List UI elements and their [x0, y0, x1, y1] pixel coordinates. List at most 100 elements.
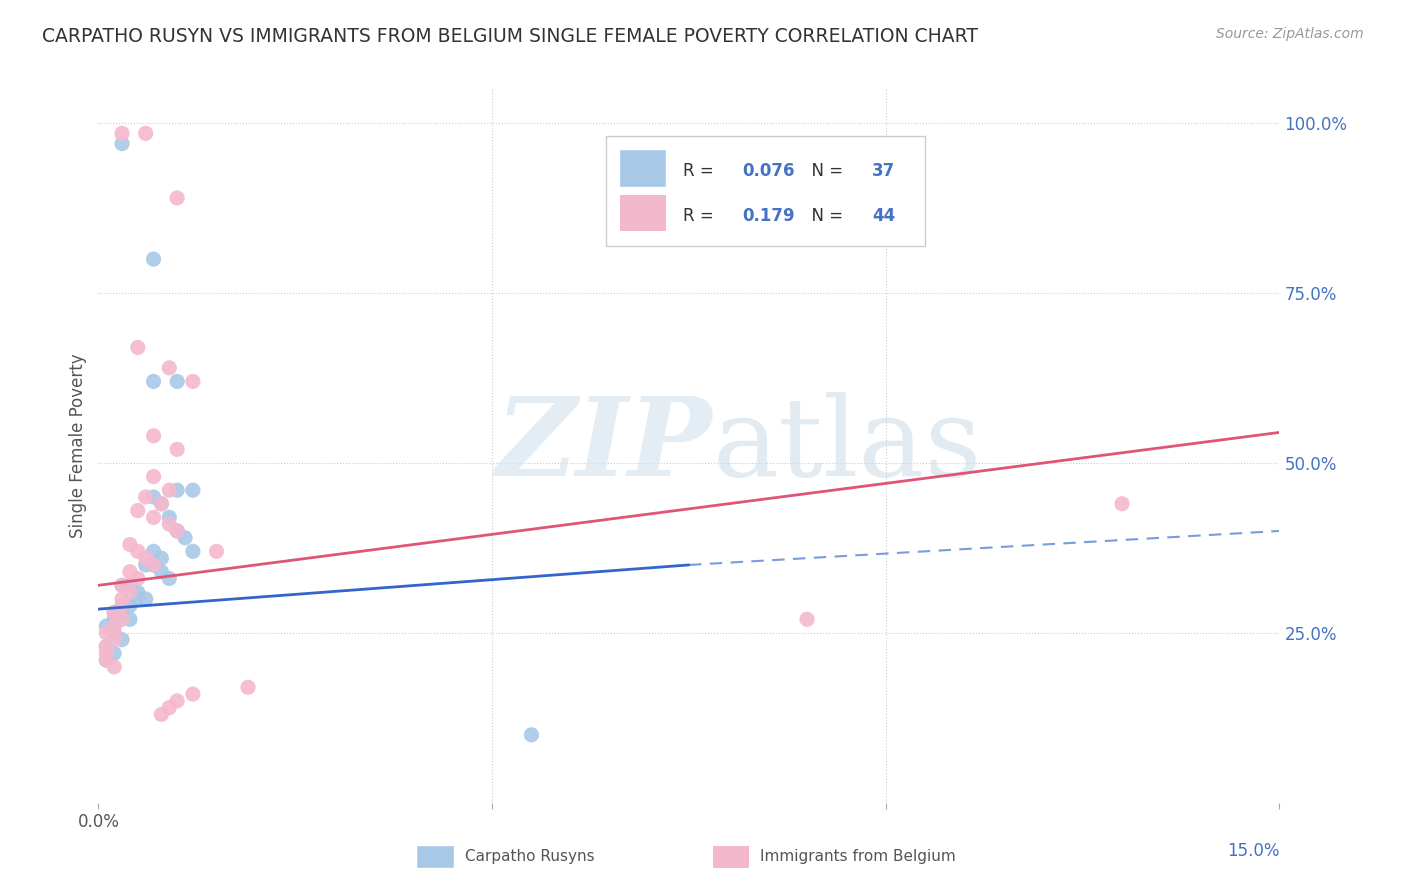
Point	[236, 680, 259, 694]
FancyBboxPatch shape	[713, 846, 748, 867]
Point	[166, 191, 188, 205]
Text: 0.076: 0.076	[742, 162, 794, 180]
Point	[150, 497, 173, 511]
Point	[127, 572, 149, 586]
Point	[111, 578, 134, 592]
Point	[118, 537, 141, 551]
Point	[166, 694, 188, 708]
Point	[181, 483, 204, 498]
Point	[111, 606, 134, 620]
Point	[111, 599, 134, 613]
FancyBboxPatch shape	[620, 150, 665, 186]
Point	[111, 612, 134, 626]
Point	[174, 531, 197, 545]
Point	[118, 585, 141, 599]
Point	[166, 442, 188, 457]
Text: Immigrants from Belgium: Immigrants from Belgium	[759, 849, 956, 863]
Point	[135, 558, 157, 572]
Text: Source: ZipAtlas.com: Source: ZipAtlas.com	[1216, 27, 1364, 41]
Y-axis label: Single Female Poverty: Single Female Poverty	[69, 354, 87, 538]
Point	[157, 517, 180, 532]
Point	[135, 490, 157, 504]
Point	[150, 707, 173, 722]
Point	[205, 544, 228, 558]
Point	[96, 653, 118, 667]
Point	[166, 483, 188, 498]
Text: ZIP: ZIP	[496, 392, 713, 500]
Point	[142, 544, 165, 558]
Point	[142, 490, 165, 504]
Point	[166, 524, 188, 538]
Point	[150, 565, 173, 579]
Point	[103, 626, 125, 640]
Point	[142, 429, 165, 443]
Point	[111, 578, 134, 592]
Point	[127, 544, 149, 558]
Point	[142, 252, 165, 266]
Text: N =: N =	[801, 207, 848, 225]
Point	[96, 653, 118, 667]
Point	[118, 578, 141, 592]
Point	[135, 591, 157, 606]
Point	[135, 551, 157, 566]
Point	[142, 558, 165, 572]
Point	[166, 524, 188, 538]
Point	[96, 640, 118, 654]
Point	[111, 136, 134, 151]
Point	[111, 599, 134, 613]
Point	[142, 469, 165, 483]
Point	[103, 660, 125, 674]
Point	[111, 591, 134, 606]
Point	[96, 640, 118, 654]
Point	[127, 341, 149, 355]
Point	[181, 687, 204, 701]
Point	[96, 619, 118, 633]
FancyBboxPatch shape	[606, 136, 925, 246]
Text: R =: R =	[683, 207, 718, 225]
Text: 37: 37	[872, 162, 896, 180]
Text: Carpatho Rusyns: Carpatho Rusyns	[464, 849, 595, 863]
Point	[103, 632, 125, 647]
Point	[181, 375, 204, 389]
Point	[118, 599, 141, 613]
Point	[103, 626, 125, 640]
Text: atlas: atlas	[713, 392, 983, 500]
Point	[142, 558, 165, 572]
Point	[118, 612, 141, 626]
Point	[96, 626, 118, 640]
Point	[135, 127, 157, 141]
Text: 0.179: 0.179	[742, 207, 794, 225]
Point	[157, 572, 180, 586]
Point	[103, 646, 125, 660]
Point	[111, 127, 134, 141]
Point	[150, 551, 173, 566]
Point	[96, 646, 118, 660]
Point	[520, 728, 543, 742]
FancyBboxPatch shape	[418, 846, 453, 867]
Point	[181, 544, 204, 558]
FancyBboxPatch shape	[620, 195, 665, 230]
Text: CARPATHO RUSYN VS IMMIGRANTS FROM BELGIUM SINGLE FEMALE POVERTY CORRELATION CHAR: CARPATHO RUSYN VS IMMIGRANTS FROM BELGIU…	[42, 27, 979, 45]
Point	[118, 565, 141, 579]
Point	[103, 619, 125, 633]
Point	[157, 700, 180, 714]
Point	[127, 591, 149, 606]
Point	[111, 632, 134, 647]
Point	[103, 612, 125, 626]
Point	[142, 510, 165, 524]
Point	[142, 375, 165, 389]
Point	[157, 360, 180, 375]
Point	[150, 497, 173, 511]
Point	[127, 585, 149, 599]
Point	[103, 619, 125, 633]
Text: R =: R =	[683, 162, 718, 180]
Point	[1111, 497, 1133, 511]
Text: 44: 44	[872, 207, 896, 225]
Text: N =: N =	[801, 162, 848, 180]
Point	[103, 606, 125, 620]
Point	[157, 483, 180, 498]
Point	[157, 510, 180, 524]
Point	[103, 606, 125, 620]
Point	[796, 612, 818, 626]
Point	[127, 503, 149, 517]
